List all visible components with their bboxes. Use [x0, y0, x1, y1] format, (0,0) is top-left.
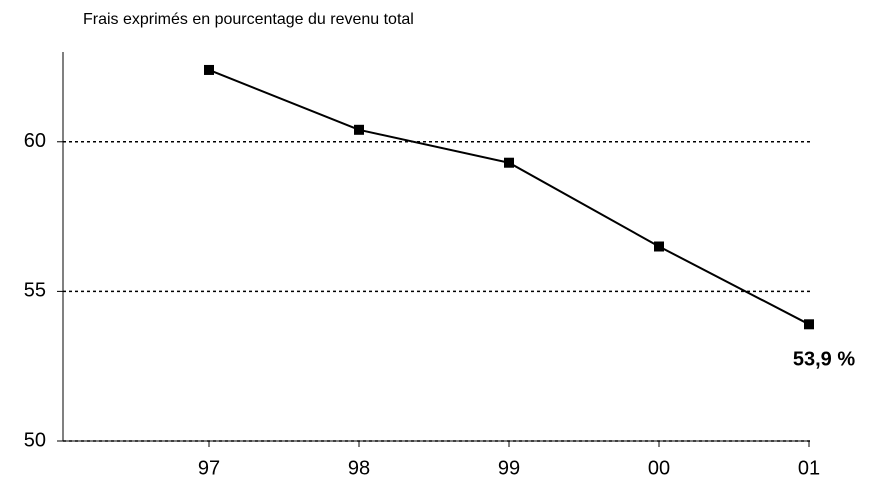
- data-label: 53,9 %: [793, 349, 855, 371]
- y-tick-label: 55: [24, 280, 46, 302]
- data-point: [504, 157, 514, 168]
- y-tick-label: 50: [24, 429, 46, 451]
- x-tick-label: 97: [198, 457, 220, 479]
- chart-title: Frais exprimés en pourcentage du revenu …: [83, 11, 414, 28]
- x-tick-label: 01: [798, 457, 820, 479]
- data-point: [654, 241, 664, 252]
- x-tick-label: 98: [348, 457, 370, 479]
- data-point: [204, 64, 214, 75]
- data-point: [804, 319, 814, 330]
- data-point: [354, 124, 364, 135]
- y-tick-label: 60: [24, 130, 46, 152]
- series-line: [208, 69, 810, 326]
- x-tick-label: 00: [648, 457, 670, 479]
- x-tick-label: 99: [498, 457, 520, 479]
